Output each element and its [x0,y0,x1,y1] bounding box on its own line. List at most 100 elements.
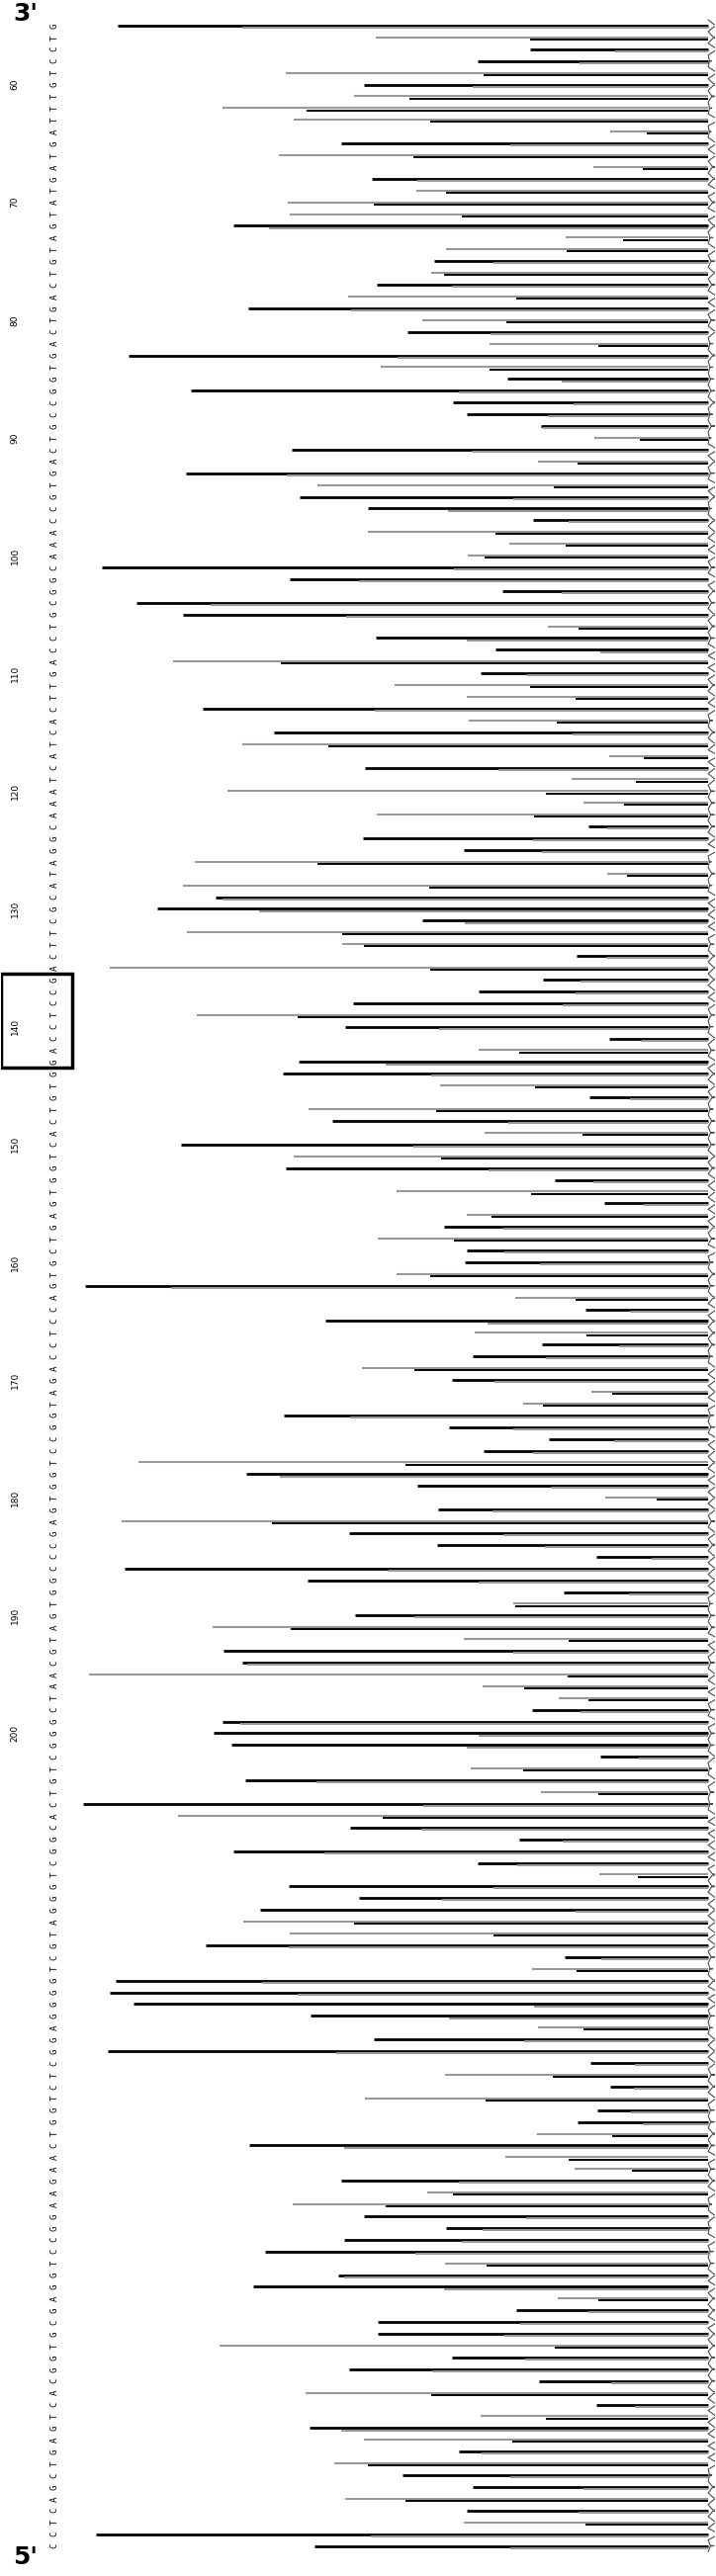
Text: G: G [50,2002,59,2007]
Text: G: G [50,587,59,592]
Text: G: G [50,1484,59,1489]
Text: A: A [50,2202,59,2208]
Text: C: C [50,1543,59,1548]
Text: T: T [50,188,59,193]
Text: A: A [50,811,59,817]
Text: 70: 70 [11,196,19,209]
Text: G: G [50,471,59,477]
Text: C: C [50,1025,59,1030]
Text: C: C [50,2249,59,2254]
Text: A: A [50,1625,59,1631]
Text: C: C [50,1566,59,1571]
Text: C: C [50,1306,59,1311]
Text: A: A [50,459,59,464]
Text: G: G [50,2120,59,2125]
Text: A: A [50,1919,59,1924]
Text: 5': 5' [14,2545,38,2568]
Text: G: G [50,1283,59,1288]
Text: G: G [50,2179,59,2184]
Text: T: T [50,2460,59,2465]
Text: C: C [50,2532,59,2537]
Text: A: A [50,554,59,559]
Text: G: G [50,1177,59,1182]
Text: T: T [50,1273,59,1278]
Text: 180: 180 [11,1489,19,1507]
Text: T: T [50,317,59,322]
Text: A: A [50,752,59,757]
Text: C: C [50,1955,59,1960]
Text: G: G [50,495,59,500]
Text: T: T [50,623,59,629]
Text: T: T [50,778,59,783]
Text: G: G [50,1072,59,1077]
Text: A: A [50,234,59,240]
Text: T: T [50,70,59,75]
Text: G: G [50,2450,59,2455]
Text: G: G [50,2308,59,2313]
Text: G: G [50,142,59,147]
Text: A: A [50,1388,59,1394]
Text: A: A [50,129,59,134]
Text: C: C [50,2236,59,2241]
Text: 3': 3' [14,3,38,26]
Text: G: G [50,2048,59,2053]
Text: 130: 130 [11,902,19,917]
Text: T: T [50,106,59,111]
Text: T: T [50,1461,59,1466]
Text: G: G [50,1224,59,1229]
Text: C: C [50,518,59,523]
Text: 90: 90 [11,433,19,443]
Text: A: A [50,1296,59,1301]
Text: C: C [50,917,59,922]
Text: G: G [50,422,59,428]
Text: A: A [50,1213,59,1218]
Text: A: A [50,2025,59,2030]
Text: C: C [50,1801,59,1806]
Text: A: A [50,165,59,170]
Text: C: C [50,1824,59,1829]
Text: G: G [50,670,59,675]
Text: T: T [50,1494,59,1499]
Text: G: G [50,224,59,229]
Text: A: A [50,541,59,546]
Text: T: T [50,1695,59,1700]
Text: T: T [50,696,59,701]
Text: G: G [50,1989,59,1994]
Text: C: C [50,2543,59,2548]
Text: T: T [50,2130,59,2136]
Text: C: C [50,636,59,641]
Text: 160: 160 [11,1255,19,1270]
Text: A: A [50,2295,59,2300]
Text: T: T [50,1236,59,1242]
Text: G: G [50,1589,59,1595]
Text: G: G [50,2331,59,2336]
Text: C: C [50,989,59,994]
Text: T: T [50,152,59,157]
Text: G: G [50,1883,59,1888]
Text: C: C [50,1141,59,1146]
Text: C: C [50,1754,59,1759]
Text: T: T [50,1932,59,1937]
Text: C: C [50,1247,59,1252]
Text: G: G [50,1378,59,1383]
Text: 60: 60 [11,80,19,90]
Text: G: G [50,1649,59,1654]
Text: C: C [50,283,59,289]
Text: G: G [50,1718,59,1723]
Text: A: A [50,1814,59,1819]
Text: T: T [50,1790,59,1795]
Text: 170: 170 [11,1370,19,1388]
Text: C: C [50,894,59,899]
Text: C: C [50,1319,59,1324]
Text: A: A [50,1685,59,1690]
Text: A: A [50,860,59,866]
Text: T: T [50,366,59,371]
Text: G: G [50,2354,59,2360]
Text: A: A [50,788,59,793]
Text: G: G [50,1412,59,1417]
Text: G: G [50,1200,59,1206]
Text: T: T [50,871,59,876]
Text: T: T [50,1873,59,1878]
Text: C: C [50,1553,59,1558]
Text: G: G [50,2107,59,2112]
